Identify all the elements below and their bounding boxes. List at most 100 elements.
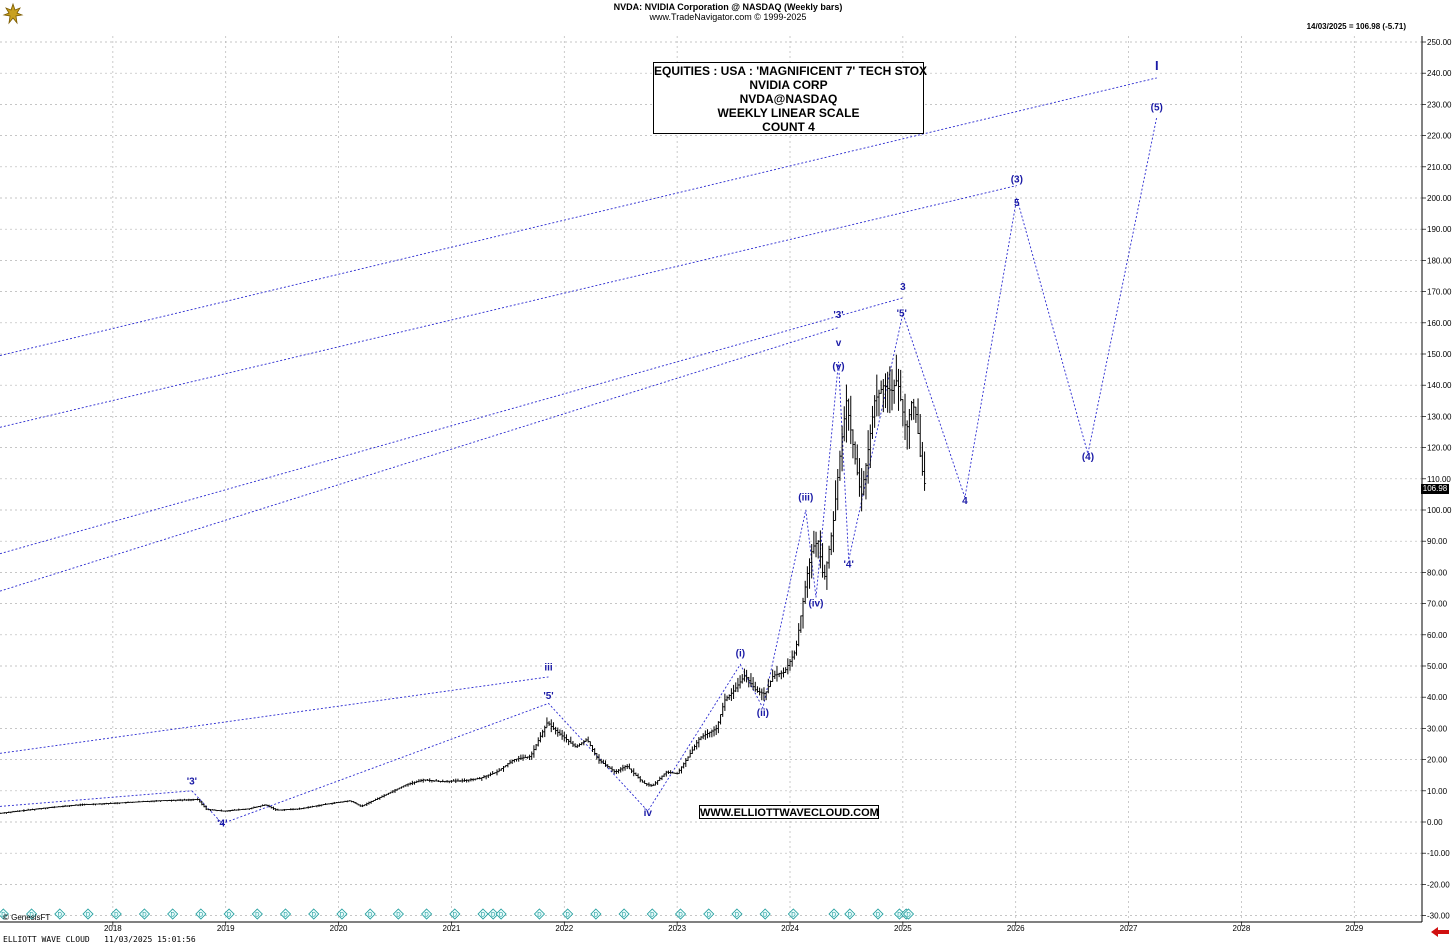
dividend-marker-glyph: D xyxy=(283,913,288,919)
dividend-marker-icon xyxy=(787,908,799,920)
wave-projection xyxy=(191,116,1158,825)
x-tick-label: 2026 xyxy=(1007,924,1025,933)
dividend-marker-glyph: D xyxy=(453,913,458,919)
dividend-marker-icon xyxy=(477,908,489,920)
dividend-marker-glyph: D xyxy=(199,913,204,919)
dividend-marker-icon xyxy=(138,908,151,920)
wave-label: iii xyxy=(544,663,553,674)
x-tick-label: 2029 xyxy=(1345,924,1363,933)
wave-label: iv xyxy=(644,808,653,819)
chart-info-box: EQUITIES : USA : 'MAGNIFICENT 7' TECH ST… xyxy=(653,62,928,134)
wave-label: (ii) xyxy=(757,708,769,719)
dividend-marker-icon xyxy=(902,908,915,920)
channel-line xyxy=(0,790,192,807)
dividend-marker-icon xyxy=(449,908,461,920)
wave-label: I xyxy=(1155,58,1159,73)
y-tick-label: 140.00 xyxy=(1427,381,1452,390)
dividend-marker-glyph: D xyxy=(650,913,655,919)
y-tick-label: 150.00 xyxy=(1427,350,1452,359)
dividend-marker-glyph: D xyxy=(368,913,373,919)
dividend-marker-glyph: D xyxy=(340,913,345,919)
dividend-marker-icon xyxy=(364,908,376,920)
dividend-marker-glyph: D xyxy=(678,913,683,919)
wave-label: '4' xyxy=(217,819,227,830)
y-tick-label: 210.00 xyxy=(1427,163,1452,172)
dividend-marker-glyph: D xyxy=(481,913,486,919)
y-tick-label: 250.00 xyxy=(1427,38,1452,47)
wave-label: 4 xyxy=(962,496,968,507)
x-tick-label: 2028 xyxy=(1233,924,1251,933)
y-tick-label: 180.00 xyxy=(1427,256,1452,265)
wave-label: (iv) xyxy=(808,599,823,610)
wave-label: (i) xyxy=(736,649,745,660)
dividend-marker-icon xyxy=(251,908,263,920)
scroll-left-arrow-icon[interactable] xyxy=(1430,926,1450,938)
dividend-marker-glyph: D xyxy=(227,913,232,919)
dividend-marker-glyph: D xyxy=(255,913,260,919)
dividend-marker-icon xyxy=(421,908,433,920)
last-bar-readout: 14/03/2025 = 106.98 (-5.71) xyxy=(1306,22,1406,31)
y-tick-label: -20.00 xyxy=(1427,880,1450,889)
dividend-marker-icon xyxy=(828,908,840,920)
dividend-marker-glyph: D xyxy=(622,913,627,919)
y-tick-label: 40.00 xyxy=(1427,693,1448,702)
dividend-marker-glyph: D xyxy=(491,913,496,919)
copyright: www.TradeNavigator.com © 1999-2025 xyxy=(649,12,807,22)
dividend-marker-icon xyxy=(279,908,292,920)
dividend-marker-glyph: D xyxy=(763,913,768,919)
y-tick-label: 220.00 xyxy=(1427,132,1452,141)
channel-line xyxy=(0,297,903,555)
dividend-marker-glyph: D xyxy=(906,913,911,919)
x-tick-label: 2019 xyxy=(217,924,235,933)
wave-labels: '3' '4' iii '5' iv (i) (ii) (iii) (iv) (v) v '3' '4'… xyxy=(187,58,1163,830)
dividend-marker-glyph: D xyxy=(565,913,570,919)
x-tick-label: 2023 xyxy=(668,924,686,933)
footer-stamp: ELLIOTT WAVE CLOUD 11/03/2025 15:01:56 xyxy=(3,935,196,944)
y-tick-label: 0.00 xyxy=(1427,818,1443,827)
dividend-marker-icon xyxy=(26,908,38,920)
dividend-marker-icon xyxy=(82,908,94,920)
info-line-4: WEEKLY LINEAR SCALE xyxy=(717,106,860,120)
dividend-marker-icon xyxy=(844,908,856,920)
y-tick-label: -30.00 xyxy=(1427,912,1450,921)
dividend-marker-icon xyxy=(674,908,687,920)
dividend-marker-icon xyxy=(167,908,179,920)
dividend-marker-icon xyxy=(562,908,574,920)
dividend-marker-glyph: D xyxy=(537,913,542,919)
dividend-marker-glyph: D xyxy=(848,913,853,919)
dividend-marker-icon xyxy=(195,908,207,920)
dividend-marker-icon xyxy=(646,908,658,920)
dividend-markers: DDDDDDDDDDDDDDDDDDDDDDDDDDDDDDDDDDDD xyxy=(0,908,915,920)
axes: 250.00 240.00 230.00 220.00 210.00 200.00 190.… xyxy=(0,36,1452,933)
y-tick-label: 90.00 xyxy=(1427,537,1448,546)
bull-logo-icon xyxy=(2,2,24,25)
y-tick-label: 100.00 xyxy=(1427,506,1452,515)
dividend-marker-glyph: D xyxy=(424,913,429,919)
wave-label: '5' xyxy=(897,309,907,320)
dividend-marker-icon xyxy=(54,908,66,920)
price-bars xyxy=(0,354,927,814)
x-tick-label: 2021 xyxy=(443,924,461,933)
y-tick-label: 170.00 xyxy=(1427,288,1452,297)
dividend-marker-icon xyxy=(487,908,499,920)
wave-label: v xyxy=(836,338,842,349)
dividend-marker-icon xyxy=(308,908,320,920)
y-tick-label: 10.00 xyxy=(1427,787,1448,796)
info-line-5: COUNT 4 xyxy=(762,120,815,134)
wave-label: '3' xyxy=(187,777,197,788)
dividend-marker-glyph: D xyxy=(170,913,175,919)
wave-label: (5) xyxy=(1151,103,1163,114)
website-label: WWW.ELLIOTTWAVECLOUD.COM xyxy=(699,805,879,819)
wave-label: 3 xyxy=(900,282,906,293)
dividend-marker-icon xyxy=(533,908,546,920)
y-tick-label: 240.00 xyxy=(1427,69,1452,78)
info-line-1: EQUITIES : USA : 'MAGNIFICENT 7' TECH ST… xyxy=(654,64,928,78)
dividend-marker-glyph: D xyxy=(312,913,317,919)
dividend-marker-glyph: D xyxy=(791,913,796,919)
x-tick-label: 2027 xyxy=(1120,924,1138,933)
dividend-marker-icon xyxy=(759,908,771,920)
dividend-marker-glyph: D xyxy=(114,913,119,919)
x-tick-label: 2022 xyxy=(555,924,573,933)
dividend-marker-glyph: D xyxy=(499,913,504,919)
